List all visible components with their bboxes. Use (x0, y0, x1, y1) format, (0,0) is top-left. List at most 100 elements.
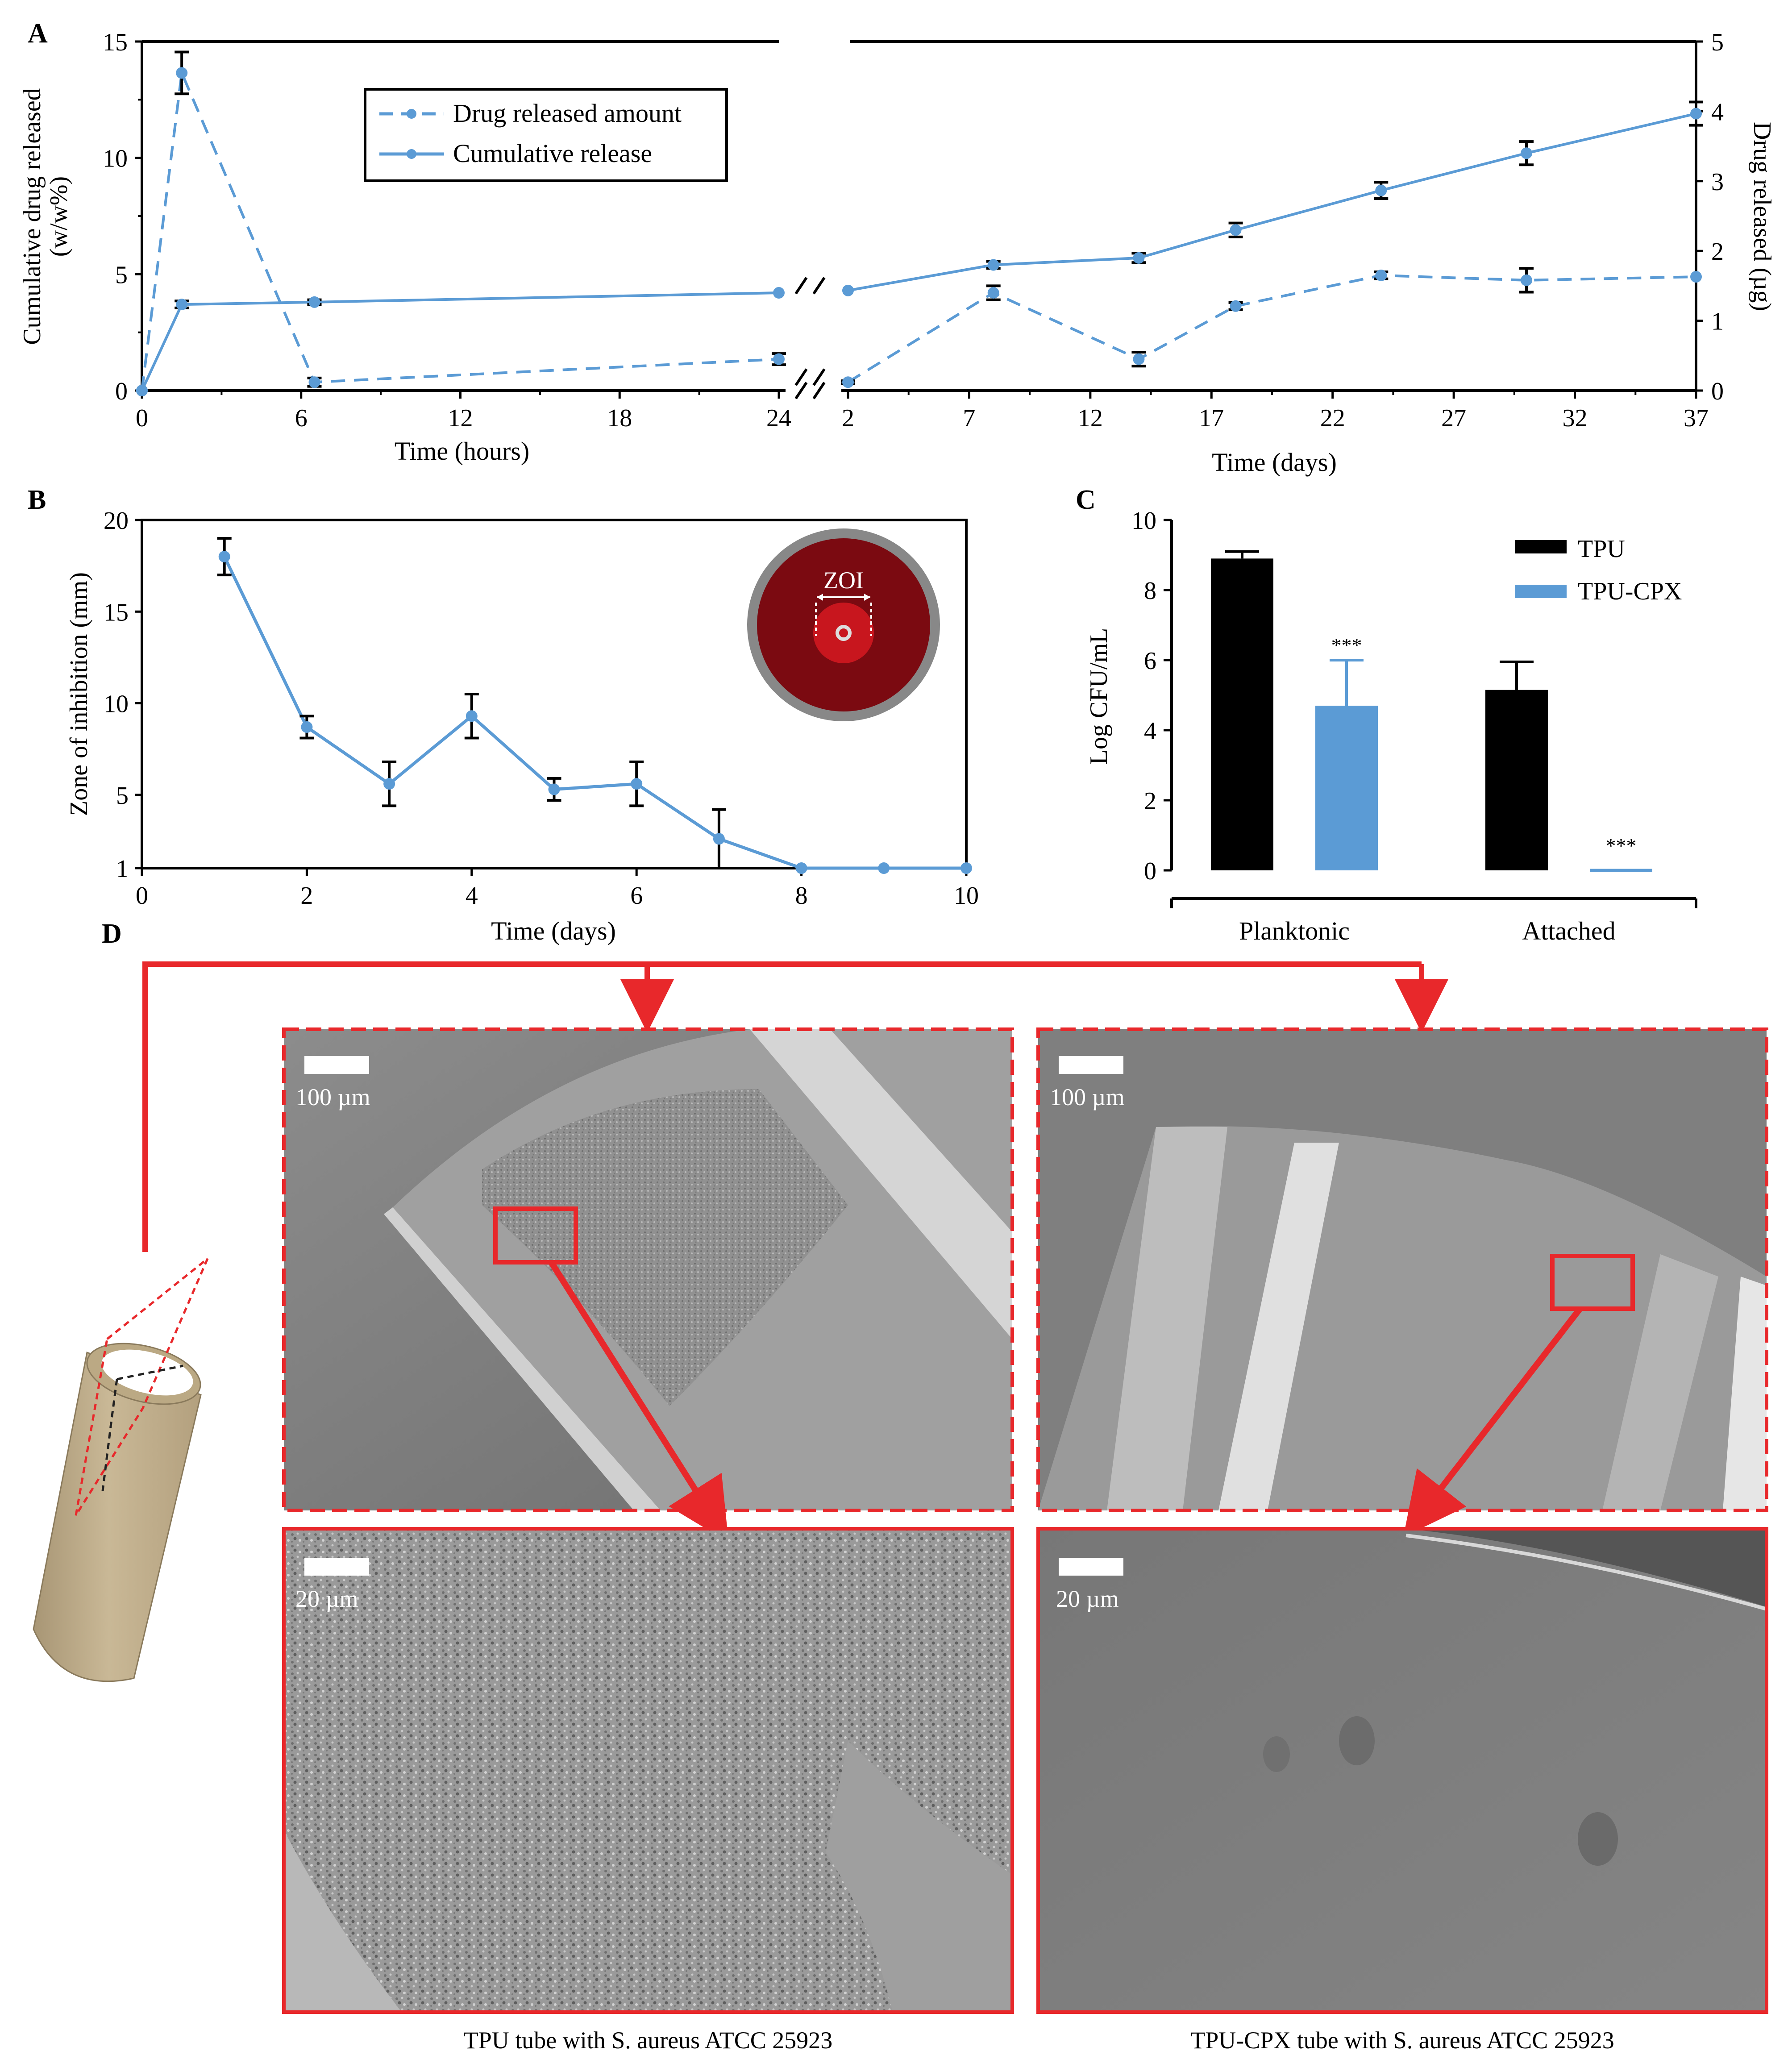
series-cumulative-point (773, 287, 785, 299)
panel-c-marks: *** *** (1211, 550, 1652, 872)
a-right-tick-label: 0 (1711, 378, 1724, 405)
panel-d-sem: D 100 µm (33, 919, 1768, 2014)
connector-line (142, 961, 1422, 1252)
series-cumulative-line (141, 291, 779, 391)
b-series-point (218, 551, 230, 563)
a-hours-tick-label: 12 (448, 404, 473, 432)
a-days-tick-label: 17 (1199, 404, 1224, 432)
c-category-label: Planktonic (1239, 916, 1350, 945)
series-drug-released-point (176, 67, 188, 79)
a-days-tick-label: 2 (842, 404, 854, 432)
panel-a-legend: Drug released amount Cumulative release (364, 88, 728, 182)
c-y-tick-label: 0 (1144, 857, 1156, 885)
zoi-arrowhead-right (864, 594, 870, 601)
b-series-point (383, 778, 395, 790)
sem-frame-br (1036, 1527, 1768, 2014)
a-hours-tick-label: 6 (295, 404, 308, 432)
a-right-tick-label: 5 (1711, 29, 1724, 56)
series-cumulative-point (136, 385, 148, 396)
a-days-tick-label: 27 (1441, 404, 1466, 432)
series-cumulative-point (1521, 147, 1532, 159)
a-axis-break-bottom (812, 382, 826, 399)
scale-label-20-right: 20 µm (1056, 1585, 1119, 1612)
legend-swatch-dashed-marker (407, 109, 416, 119)
b-x-tick-label: 0 (136, 882, 148, 910)
a-days-tick-label: 7 (963, 404, 975, 432)
panel-a-y-right-label: Drug released (µg) (1748, 122, 1776, 311)
scale-bar-100-right (1059, 1056, 1123, 1074)
a-days-tick-label: 37 (1684, 404, 1709, 432)
sem-image-tpu-cpx-high: 20 µm (1036, 1527, 1768, 2014)
c-y-tick-label: 10 (1131, 507, 1156, 535)
legend-label-cumulative: Cumulative release (453, 139, 652, 168)
zoi-label: ZOI (823, 567, 864, 594)
a-axis-break-series-low (794, 368, 808, 386)
panel-a-marks (136, 50, 1703, 396)
b-series-point (878, 862, 890, 874)
a-right-tick-label: 2 (1711, 238, 1724, 266)
panel-a-y-left-label-line1: Cumulative drug released (18, 88, 46, 345)
b-x-tick-label: 4 (466, 882, 478, 910)
scale-bar-20-left (304, 1558, 369, 1576)
b-series-point (960, 862, 972, 874)
panel-c-label: C (1076, 485, 1096, 515)
c-y-tick-label: 6 (1144, 647, 1156, 675)
a-axis-break-series-low (812, 368, 826, 386)
b-y-tick-label: 5 (116, 782, 129, 810)
panel-b-x-label: Time (days) (491, 916, 616, 945)
b-y-tick-label: 10 (104, 690, 129, 718)
c-bar (1211, 558, 1273, 870)
b-series-point (548, 783, 560, 795)
panel-a-label: A (28, 18, 48, 49)
zoi-arrowhead-left (817, 594, 823, 601)
a-left-tick-label: 10 (103, 145, 128, 173)
c-y-tick-label: 4 (1144, 717, 1156, 745)
b-series-point (301, 721, 313, 733)
a-axis-break-series (794, 277, 808, 295)
series-drug-released-point (842, 376, 854, 388)
panel-c-y-label: Log CFU/mL (1085, 628, 1113, 765)
a-days-tick-label: 12 (1078, 404, 1103, 432)
b-series-point (631, 778, 643, 790)
panel-d-label: D (102, 919, 122, 949)
panel-c-legend: TPU TPU-CPX (1515, 535, 1682, 605)
series-cumulative-line (848, 112, 1696, 292)
a-right-tick-label: 3 (1711, 168, 1724, 196)
panel-a-legend-box (364, 88, 728, 182)
panel-b-y-label: Zone of inhibition (mm) (65, 572, 93, 816)
legend-label-tpu: TPU (1578, 535, 1625, 563)
series-drug-released-point (1375, 269, 1387, 281)
b-y-tick-label: 20 (104, 507, 129, 535)
series-cumulative-point (842, 284, 854, 296)
series-cumulative-point (1230, 224, 1242, 236)
series-cumulative-point (1690, 108, 1702, 120)
legend-label-tpu-cpx: TPU-CPX (1578, 578, 1682, 605)
zoi-disk (836, 625, 852, 641)
a-hours-tick-label: 18 (607, 404, 632, 432)
c-category-label: Attached (1522, 916, 1615, 945)
sem-frame-tr (1036, 1027, 1768, 1512)
a-left-tick-label: 15 (103, 29, 128, 56)
a-right-tick-label: 4 (1711, 98, 1724, 126)
b-y-tick-label: 1 (116, 855, 129, 883)
series-drug-released-point (773, 353, 785, 365)
cylinder-tube-illustration (33, 1258, 209, 1682)
scale-bar-100-left (304, 1056, 369, 1074)
zoi-inner-zone (813, 603, 874, 663)
series-cumulative-point (308, 296, 320, 308)
series-cumulative-point (1133, 252, 1145, 264)
c-significance-label: *** (1606, 834, 1637, 857)
panel-a-x-label-hours: Time (hours) (395, 437, 529, 466)
b-x-tick-label: 8 (795, 882, 808, 910)
legend-label-drug-released: Drug released amount (453, 99, 682, 128)
caption-tpu-tube: TPU tube with S. aureus ATCC 25923 (463, 2027, 833, 2054)
zoi-inset: ZOI (747, 528, 940, 721)
zoom-arrow-right (1403, 1306, 1583, 1537)
sem-frame-bl (282, 1527, 1014, 2014)
scale-bar-20-right (1059, 1558, 1123, 1576)
c-bar (1485, 690, 1548, 870)
